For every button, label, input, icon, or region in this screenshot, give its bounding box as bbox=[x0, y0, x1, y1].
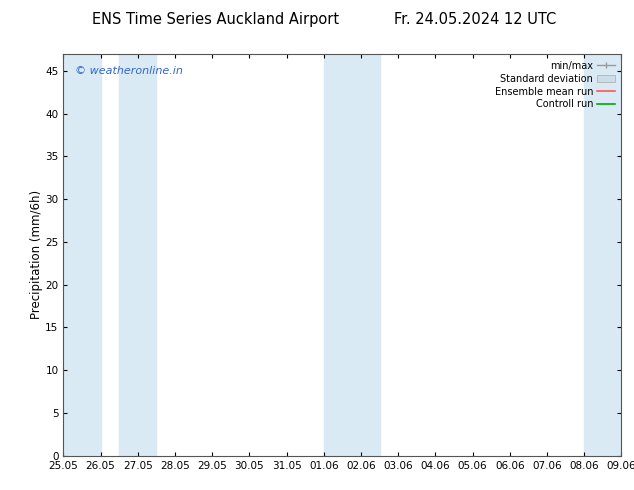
Text: © weatheronline.in: © weatheronline.in bbox=[75, 66, 183, 76]
Text: Fr. 24.05.2024 12 UTC: Fr. 24.05.2024 12 UTC bbox=[394, 12, 557, 27]
Text: ENS Time Series Auckland Airport: ENS Time Series Auckland Airport bbox=[92, 12, 339, 27]
Y-axis label: Precipitation (mm/6h): Precipitation (mm/6h) bbox=[30, 190, 42, 319]
Bar bbox=[119, 54, 157, 456]
Bar bbox=[56, 54, 101, 456]
Legend: min/max, Standard deviation, Ensemble mean run, Controll run: min/max, Standard deviation, Ensemble me… bbox=[493, 59, 616, 111]
Bar bbox=[324, 54, 380, 456]
Bar bbox=[584, 54, 629, 456]
